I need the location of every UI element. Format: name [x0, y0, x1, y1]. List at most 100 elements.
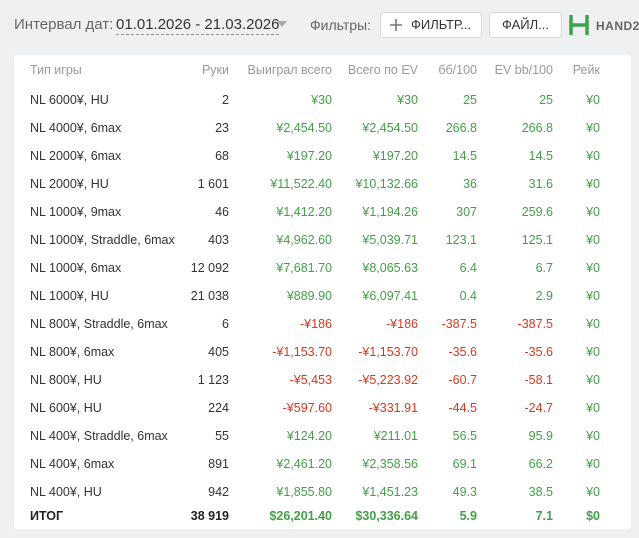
date-range[interactable]: 01.01.2026 - 21.03.2026 — [116, 16, 280, 35]
row-cell: -44.5 — [448, 401, 478, 415]
row-cell: 68 — [215, 149, 229, 163]
filters-label: Фильтры: — [310, 17, 371, 33]
total-cell: $0 — [586, 509, 600, 523]
row-cell: ¥4,962.60 — [276, 233, 332, 247]
row-cell: -¥331.91 — [368, 401, 418, 415]
game-type: NL 800¥, Straddle, 6max — [30, 317, 168, 331]
row-cell: 14.5 — [528, 149, 553, 163]
row-cell: ¥0 — [586, 233, 600, 247]
logo-text: HAND2 — [596, 19, 639, 33]
filter-button[interactable]: ФИЛЬТР... — [380, 12, 482, 38]
row-cell: ¥5,039.71 — [362, 233, 418, 247]
row-cell: -¥1,153.70 — [272, 345, 332, 359]
row-cell: 25 — [539, 93, 553, 107]
total-cell: 7.1 — [535, 509, 553, 523]
column-header: Руки — [201, 63, 229, 77]
row-cell: ¥197.20 — [372, 149, 418, 163]
row-cell: 66.2 — [528, 457, 553, 471]
row-cell: ¥30 — [311, 93, 332, 107]
column-header: Рейк — [572, 63, 600, 77]
row-cell: 55 — [215, 429, 229, 443]
row-cell: 2 — [222, 93, 229, 107]
row-cell: ¥0 — [586, 317, 600, 331]
row-cell: 123.1 — [445, 233, 477, 247]
row-cell: ¥889.90 — [286, 289, 332, 303]
game-type: NL 400¥, HU — [30, 485, 102, 499]
row-cell: 2.9 — [535, 289, 553, 303]
row-cell: 12 092 — [190, 261, 229, 275]
row-cell: 49.3 — [452, 485, 477, 499]
row-cell: -35.6 — [524, 345, 554, 359]
game-type: NL 1000¥, Straddle, 6max — [30, 233, 175, 247]
stats-table: Тип игры Руки Выиграл всего Всего по EV бб/1… — [14, 55, 631, 529]
filter-button-text: ФИЛЬТР... — [411, 17, 471, 32]
row-cell: 21 038 — [190, 289, 229, 303]
row-cell: 307 — [456, 205, 477, 219]
row-cell: ¥0 — [586, 401, 600, 415]
row-cell: -¥597.60 — [282, 401, 332, 415]
row-cell: -58.1 — [524, 373, 554, 387]
game-type: NL 4000¥, 6max — [30, 121, 122, 135]
row-cell: 46 — [215, 205, 229, 219]
row-cell: 891 — [208, 457, 229, 471]
game-type: NL 800¥, 6max — [30, 345, 115, 359]
total-cell: $26,201.40 — [269, 509, 332, 523]
total-cell: $30,336.64 — [355, 509, 418, 523]
game-type: NL 6000¥, HU — [30, 93, 109, 107]
row-cell: ¥0 — [586, 289, 600, 303]
row-cell: 403 — [208, 233, 229, 247]
row-cell: 69.1 — [452, 457, 477, 471]
row-cell: -¥186 — [386, 317, 418, 331]
row-cell: ¥0 — [586, 429, 600, 443]
logo-icon — [569, 15, 589, 35]
row-cell: 0.4 — [459, 289, 477, 303]
row-cell: ¥11,522.40 — [270, 177, 332, 191]
row-cell: -387.5 — [441, 317, 477, 331]
game-type: NL 2000¥, 6max — [30, 149, 122, 163]
row-cell: ¥2,454.50 — [362, 121, 418, 135]
row-cell: 266.8 — [521, 121, 553, 135]
row-cell: -35.6 — [448, 345, 478, 359]
row-cell: ¥1,451.23 — [362, 485, 418, 499]
total-cell: 5.9 — [459, 509, 477, 523]
game-type: NL 400¥, Straddle, 6max — [30, 429, 168, 443]
date-label: Интервал дат: — [14, 16, 114, 33]
row-cell: 266.8 — [445, 121, 477, 135]
row-cell: ¥1,194.26 — [362, 205, 418, 219]
game-type: NL 2000¥, HU — [30, 177, 109, 191]
row-cell: 405 — [208, 345, 229, 359]
row-cell: 259.6 — [521, 205, 553, 219]
row-cell: ¥1,855.80 — [276, 485, 332, 499]
row-cell: -¥5,453 — [289, 373, 332, 387]
row-cell: ¥0 — [586, 149, 600, 163]
row-cell: ¥6,097.41 — [362, 289, 418, 303]
column-header: Тип игры — [30, 63, 82, 77]
row-cell: 38.5 — [528, 485, 553, 499]
row-cell: -¥186 — [300, 317, 332, 331]
dropdown-caret[interactable] — [277, 21, 287, 27]
row-cell: ¥2,358.56 — [362, 457, 418, 471]
row-cell: ¥7,681.70 — [276, 261, 332, 275]
row-cell: ¥0 — [586, 457, 600, 471]
row-cell: ¥197.20 — [286, 149, 332, 163]
column-header: Выиграл всего — [247, 63, 332, 77]
row-cell: ¥0 — [586, 177, 600, 191]
row-cell: -¥5,223.92 — [358, 373, 418, 387]
row-cell: ¥10,132.66 — [355, 177, 418, 191]
row-cell: ¥0 — [586, 485, 600, 499]
game-type: NL 1000¥, 9max — [30, 205, 122, 219]
row-cell: ¥30 — [397, 93, 418, 107]
row-cell: 942 — [208, 485, 229, 499]
file-button[interactable]: ФАЙЛ... — [489, 12, 562, 38]
row-cell: -60.7 — [448, 373, 478, 387]
row-cell: -¥1,153.70 — [358, 345, 418, 359]
game-type: NL 1000¥, HU — [30, 289, 109, 303]
row-cell: ¥8,065.63 — [362, 261, 418, 275]
row-cell: 31.6 — [528, 177, 553, 191]
row-cell: 1 123 — [197, 373, 229, 387]
column-header: бб/100 — [438, 63, 477, 77]
row-cell: ¥124.20 — [286, 429, 332, 443]
game-type: NL 600¥, HU — [30, 401, 102, 415]
row-cell: 23 — [215, 121, 229, 135]
row-cell: 224 — [208, 401, 229, 415]
